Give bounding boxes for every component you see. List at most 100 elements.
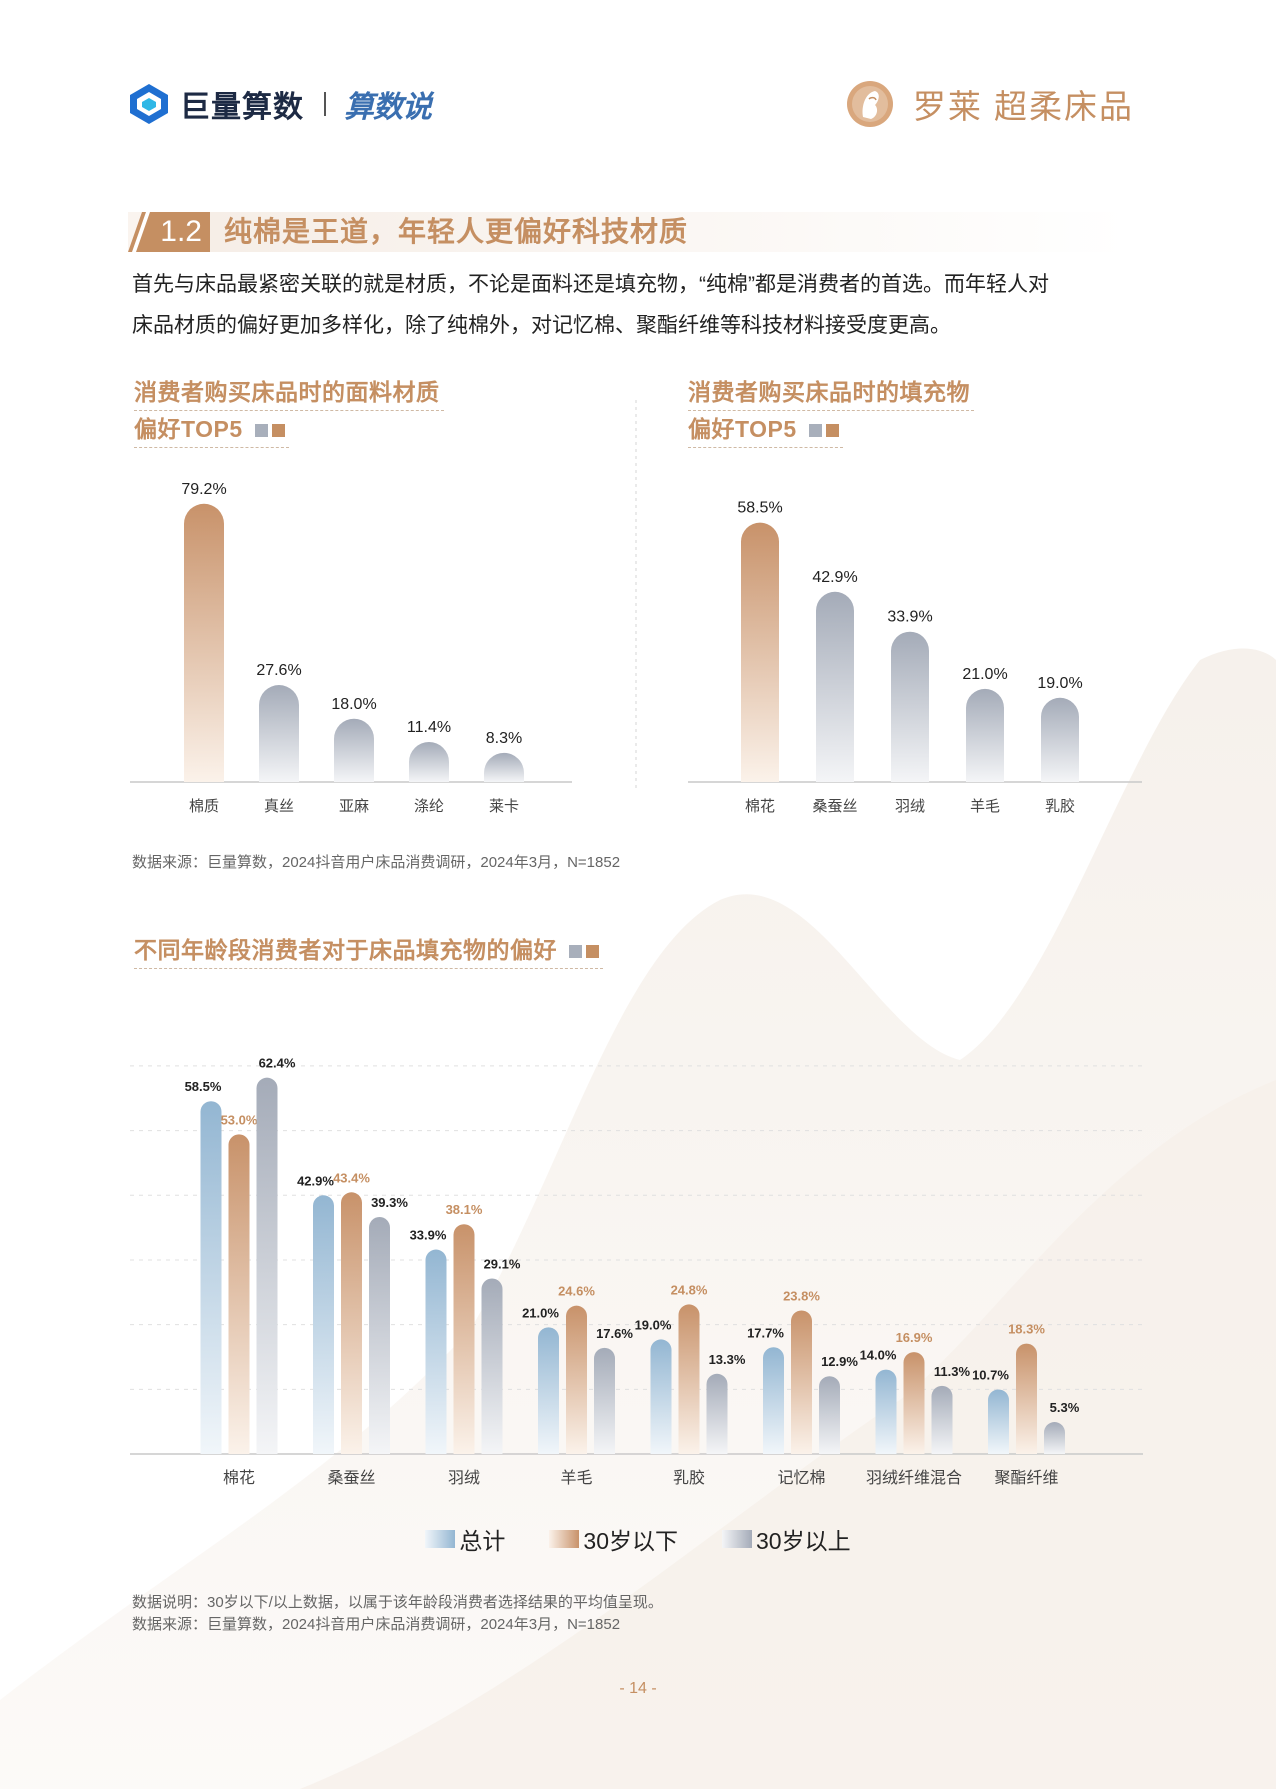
chart3-value-label: 14.0% bbox=[860, 1348, 897, 1363]
chart3-bar bbox=[988, 1389, 1009, 1454]
chart2-bar bbox=[741, 522, 779, 782]
chart3-value-label: 11.3% bbox=[934, 1364, 971, 1379]
chart3-value-label: 17.7% bbox=[747, 1325, 784, 1340]
chart3-value-label: 62.4% bbox=[259, 1056, 296, 1071]
chart3-category-label: 羽绒 bbox=[448, 1469, 480, 1487]
chart2-value-label: 33.9% bbox=[887, 609, 932, 626]
chart3-title-text: 不同年龄段消费者对于床品填充物的偏好 bbox=[134, 937, 557, 963]
chart3-value-label: 38.1% bbox=[446, 1202, 483, 1217]
chart1-bar bbox=[184, 503, 224, 782]
chart1-category-label: 涤纶 bbox=[414, 798, 444, 815]
chart3-value-label: 33.9% bbox=[410, 1228, 447, 1243]
chart3-category-label: 羊毛 bbox=[560, 1469, 592, 1487]
chart3-bar bbox=[1044, 1422, 1065, 1454]
chart3-legend: 总计 30岁以下 30岁以上 bbox=[0, 1522, 1276, 1556]
chart3-value-label: 18.3% bbox=[1008, 1322, 1045, 1337]
chart2-bar bbox=[966, 688, 1004, 782]
chart3-bar bbox=[566, 1305, 587, 1454]
chart1-category-label: 亚麻 bbox=[339, 798, 369, 815]
chart1-value-label: 79.2% bbox=[181, 481, 226, 498]
chart3-value-label: 43.4% bbox=[333, 1170, 370, 1185]
chart1-category-label: 莱卡 bbox=[489, 798, 519, 815]
chart3-value-label: 24.6% bbox=[558, 1284, 595, 1299]
chart3-bar bbox=[1016, 1343, 1037, 1454]
section-heading: 1.2 纯棉是王道，年轻人更偏好科技材质 bbox=[128, 212, 1128, 252]
chart3-bar bbox=[481, 1278, 503, 1454]
legend-square-brown bbox=[825, 424, 839, 438]
chart3-value-label: 16.9% bbox=[896, 1330, 933, 1345]
chart2-category-label: 羽绒 bbox=[895, 798, 925, 815]
chart3-value-label: 19.0% bbox=[635, 1317, 672, 1332]
legend-label-over30: 30岁以上 bbox=[756, 1528, 851, 1554]
chart3-category-label: 乳胶 bbox=[673, 1469, 705, 1487]
chart2-title-line1: 消费者购买床品时的填充物 bbox=[688, 374, 974, 411]
legend-square-gray bbox=[254, 424, 268, 438]
legend-label-total: 总计 bbox=[459, 1528, 506, 1554]
legend-swatch-brown bbox=[549, 1530, 580, 1548]
chart3-bar bbox=[538, 1327, 559, 1454]
chart2-title: 消费者购买床品时的填充物 偏好TOP5 bbox=[688, 374, 974, 448]
legend-swatch-blue bbox=[425, 1530, 456, 1548]
chart3-value-label: 17.6% bbox=[596, 1326, 633, 1341]
chart2-category-label: 棉花 bbox=[745, 798, 775, 815]
chart2-category-label: 桑蚕丝 bbox=[812, 798, 857, 815]
chart3-value-label: 42.9% bbox=[297, 1173, 334, 1188]
chart3-bar bbox=[819, 1376, 840, 1454]
chart3-bar bbox=[256, 1077, 278, 1454]
brand-sub: 算数说 bbox=[344, 91, 432, 124]
legend-square-brown bbox=[586, 945, 599, 959]
chart3-category-label: 记忆棉 bbox=[777, 1469, 825, 1487]
chart1-category-label: 棉质 bbox=[189, 798, 219, 815]
chart3-value-label: 58.5% bbox=[185, 1079, 222, 1094]
chart1-value-label: 11.4% bbox=[407, 719, 451, 736]
chart1-bar bbox=[334, 718, 374, 782]
chart2-title-line2: 偏好TOP5 bbox=[688, 416, 797, 442]
chart2-value-label: 19.0% bbox=[1037, 675, 1082, 692]
legend-swatch-gray bbox=[722, 1530, 752, 1548]
legend-label-under30: 30岁以下 bbox=[583, 1528, 678, 1554]
chart1-title-line1: 消费者购买床品时的面料材质 bbox=[134, 374, 444, 411]
partner-name: 罗莱 超柔床品 bbox=[912, 88, 1134, 125]
chart3-value-label: 53.0% bbox=[221, 1112, 258, 1127]
section-number: 1.2 bbox=[128, 212, 210, 252]
chart3-value-label: 13.3% bbox=[709, 1352, 746, 1367]
chart2-bar bbox=[816, 591, 854, 782]
chart3-value-label: 23.8% bbox=[783, 1288, 820, 1303]
chart3-value-label: 10.7% bbox=[972, 1367, 1009, 1382]
chart3-value-label: 39.3% bbox=[371, 1195, 408, 1210]
chart1-value-label: 18.0% bbox=[331, 696, 376, 713]
chart3-bar bbox=[650, 1339, 672, 1454]
chart3-bar bbox=[341, 1192, 362, 1454]
source-note-2: 数据来源：巨量算数，2024抖音用户床品消费调研，2024年3月，N=1852 bbox=[132, 1616, 621, 1633]
chart2-value-label: 42.9% bbox=[812, 569, 857, 586]
chart3-value-label: 21.0% bbox=[522, 1305, 559, 1320]
chart1-category-label: 真丝 bbox=[264, 797, 294, 815]
chart3-bar bbox=[425, 1249, 447, 1454]
juliang-logo-icon bbox=[130, 84, 168, 124]
brand-separator bbox=[324, 92, 326, 116]
legend-item-over30: 30岁以上 bbox=[722, 1522, 851, 1556]
intro-line-2: 床品材质的偏好更加多样化，除了纯棉外，对记忆棉、聚酯纤维等科技材料接受度更高。 bbox=[132, 314, 951, 337]
legend-square-brown bbox=[271, 424, 285, 438]
legend-square-gray bbox=[569, 945, 582, 959]
chart1-title-line2: 偏好TOP5 bbox=[134, 416, 243, 442]
chart1-bar bbox=[484, 752, 524, 782]
chart3-category-label: 聚酯纤维 bbox=[994, 1469, 1058, 1487]
chart3-value-label: 5.3% bbox=[1050, 1400, 1080, 1415]
luolai-logo-icon bbox=[846, 81, 893, 127]
chart3-bar bbox=[313, 1195, 334, 1454]
chart1-value-label: 27.6% bbox=[256, 662, 301, 679]
chart3-title: 不同年龄段消费者对于床品填充物的偏好 bbox=[134, 932, 603, 969]
chart3-bar bbox=[763, 1347, 784, 1454]
chart3-bar bbox=[875, 1369, 897, 1454]
chart3-bar bbox=[706, 1373, 728, 1454]
brand-name: 巨量算数 bbox=[180, 91, 304, 124]
brand-left: 巨量算数 算数说 bbox=[128, 82, 432, 126]
chart3-bar bbox=[678, 1304, 700, 1454]
chart2-value-label: 21.0% bbox=[962, 666, 1007, 683]
chart1-value-label: 8.3% bbox=[486, 730, 522, 747]
intro-line-1: 首先与床品最紧密关联的就是材质，不论是面料还是填充物，“纯棉”都是消费者的首选。… bbox=[132, 273, 1049, 296]
intro-paragraph: 首先与床品最紧密关联的就是材质，不论是面料还是填充物，“纯棉”都是消费者的首选。… bbox=[132, 264, 1132, 346]
data-note: 数据说明：30岁以下/以上数据，以属于该年龄段消费者选择结果的平均值呈现。 bbox=[132, 1594, 663, 1611]
